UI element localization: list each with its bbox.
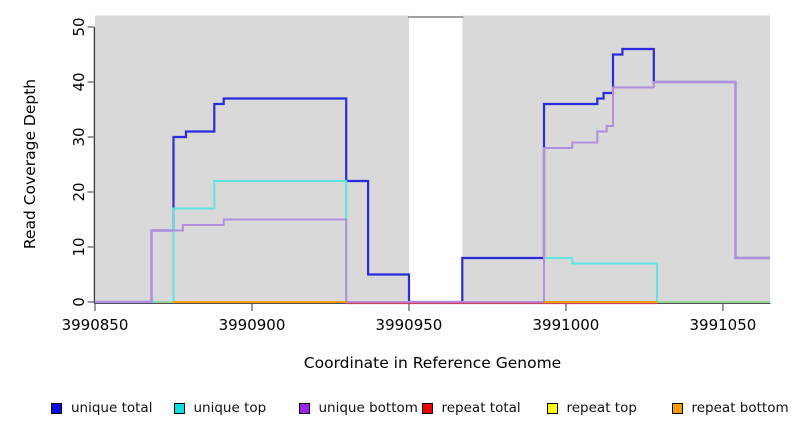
- legend-swatch-repeat-total: [421, 402, 433, 414]
- x-axis-title: Coordinate in Reference Genome: [303, 354, 562, 372]
- legend-item-repeat-total: repeat total: [421, 398, 521, 418]
- y-tick-label: 0: [70, 297, 88, 307]
- legend-label-unique-total: unique total: [71, 400, 153, 416]
- legend-item-repeat-bottom: repeat bottom: [671, 398, 789, 418]
- y-axis-title: Read Coverage Depth: [21, 78, 39, 250]
- legend-swatch-unique-total: [51, 402, 62, 414]
- legend-label-unique-bottom: unique bottom: [318, 400, 418, 416]
- legend-item-unique-top: unique top: [173, 398, 267, 418]
- legend-label-repeat-bottom: repeat bottom: [691, 400, 789, 416]
- x-tick-label: 3990850: [62, 316, 129, 334]
- legend-label-repeat-top: repeat top: [566, 400, 637, 416]
- plot-background-left: [95, 15, 409, 304]
- x-tick-label: 3991050: [690, 316, 757, 334]
- plot-background-right: [462, 15, 770, 304]
- legend-item-unique-bottom: unique bottom: [298, 398, 418, 418]
- legend-swatch-repeat-top: [546, 402, 558, 414]
- series-unique-bottom: [95, 81, 770, 303]
- legend-label-repeat-total: repeat total: [441, 400, 521, 416]
- legend-swatch-repeat-bottom: [671, 402, 683, 414]
- y-tick-label: 20: [70, 182, 88, 201]
- legend-item-unique-total: unique total: [51, 398, 152, 418]
- x-tick-label: 3990900: [219, 316, 286, 334]
- y-tick-label: 30: [70, 127, 88, 146]
- y-tick-label: 50: [70, 17, 88, 36]
- x-tick-label: 3990950: [376, 316, 443, 334]
- y-tick-label: 40: [70, 72, 88, 91]
- legend-swatch-unique-bottom: [298, 402, 310, 414]
- legend: unique total unique top unique bottom repea…: [0, 398, 792, 420]
- x-tick-label: 3991000: [533, 316, 600, 334]
- legend-item-repeat-top: repeat top: [546, 398, 637, 418]
- y-tick-label: 10: [70, 237, 88, 256]
- legend-label-unique-top: unique top: [193, 400, 267, 416]
- legend-swatch-unique-top: [173, 402, 185, 414]
